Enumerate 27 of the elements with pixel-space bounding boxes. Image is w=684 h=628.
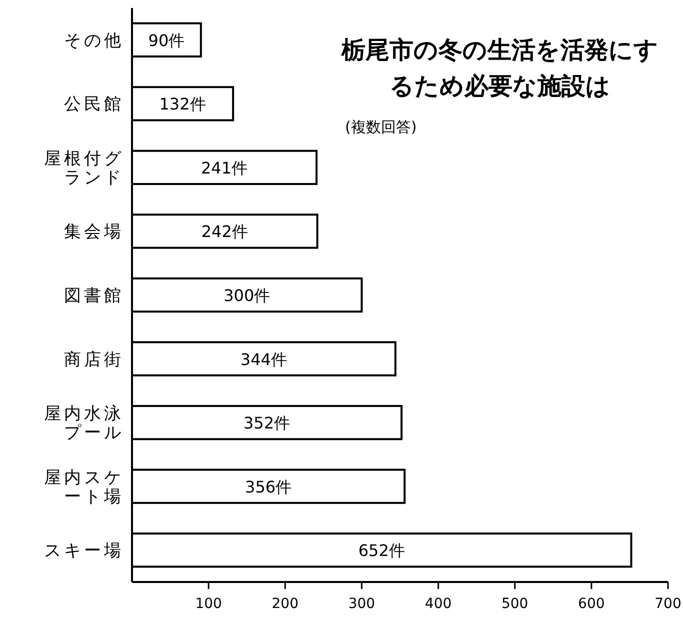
- x-tick-label: 400: [424, 596, 452, 612]
- x-tick-label: 600: [578, 596, 605, 612]
- y-tick-label: 図書館: [64, 286, 124, 306]
- x-tick-label: 300: [348, 596, 376, 612]
- data-label: 652件: [358, 541, 405, 560]
- x-tick-label: 200: [272, 596, 299, 612]
- data-label: 132件: [159, 94, 206, 114]
- data-label: 241件: [200, 158, 248, 178]
- y-tick-label: スキー場: [44, 541, 124, 562]
- y-tick-label: 屋内水泳プール: [44, 404, 124, 444]
- data-label: 242件: [201, 222, 248, 242]
- x-tick-label: 100: [195, 596, 222, 612]
- y-tick-label: その他: [64, 30, 124, 51]
- data-label: 300件: [224, 286, 270, 305]
- text: 栃尾市の冬の生活を活発にするため必要な施設は: [340, 36, 658, 100]
- data-label: 356件: [245, 477, 292, 496]
- y-tick-label: 屋根付グランド: [44, 148, 124, 188]
- text: (複数回答): [345, 118, 417, 136]
- x-tick-label: 500: [501, 596, 528, 612]
- data-label: 352件: [243, 414, 290, 433]
- data-label: 344件: [240, 350, 287, 369]
- y-tick-label: 商店街: [64, 350, 124, 370]
- x-tick-label: 700: [654, 596, 682, 612]
- y-tick-label: 公民館: [64, 94, 124, 115]
- y-tick-label: 屋内スケート場: [44, 468, 124, 507]
- y-tick-label: 集会場: [64, 222, 124, 242]
- data-label: 90件: [148, 30, 185, 50]
